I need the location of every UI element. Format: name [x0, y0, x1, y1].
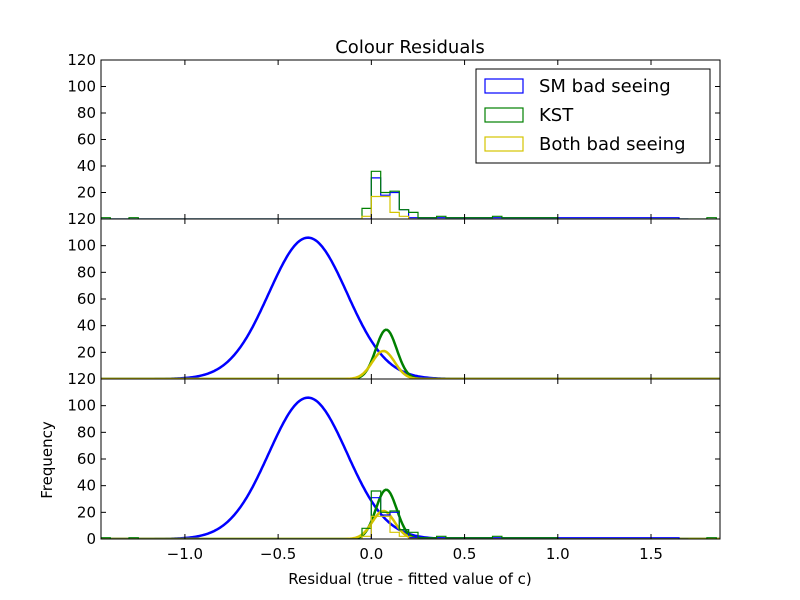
- x-tick-label: 0.5: [453, 545, 477, 563]
- x-tick-label: 1.5: [639, 545, 663, 563]
- fit-curve-sm-bad-seeing: [101, 236, 720, 379]
- y-tick-label: 120: [67, 370, 96, 388]
- y-tick-label: 80: [77, 263, 96, 281]
- y-tick-label: 60: [77, 290, 96, 308]
- fit-curve-kst: [101, 488, 720, 539]
- y-axis-label: Frequency: [38, 421, 56, 499]
- legend-label: SM bad seeing: [539, 76, 671, 97]
- y-tick-label: 120: [67, 51, 96, 69]
- x-tick-label: −1.0: [167, 545, 203, 563]
- y-tick-label: 100: [67, 237, 96, 255]
- legend-label: KST: [539, 105, 574, 126]
- y-tick-label: 20: [77, 343, 96, 361]
- y-tick-label: 20: [77, 184, 96, 202]
- y-tick-label: 0: [86, 530, 96, 548]
- legend-swatch-sm-bad-seeing: [484, 78, 524, 94]
- fit-curve-sm-bad-seeing: [101, 396, 720, 539]
- y-tick-label: 40: [77, 317, 96, 335]
- panel-3: 0 20 40 60 80 100 120 −1.0 −0.5 0.0 0.5 1.0 1.5: [67, 370, 721, 563]
- y-tick-label: 100: [67, 78, 96, 96]
- histogram-kst: [101, 170, 717, 219]
- x-tick-label: 1.0: [546, 545, 570, 563]
- x-tick-label: −0.5: [260, 545, 296, 563]
- panel-frame: [100, 218, 721, 380]
- panel-frame: [100, 378, 721, 540]
- legend-swatch-both-bad-seeing: [484, 136, 524, 152]
- legend: SM bad seeing KST Both bad seeing: [475, 68, 711, 164]
- chart-panels: 20 40 60 80 100 120 20 40 60 80 100 120 0 20 40 60 80 100…: [67, 51, 721, 563]
- panel-1: 20 40 60 80 100 120: [67, 51, 721, 220]
- chart-title: Colour Residuals: [335, 37, 485, 58]
- histogram-both-bad-seeing: [361, 515, 418, 539]
- panel-plot-area: [101, 236, 720, 379]
- y-tick-label: 40: [77, 157, 96, 175]
- panel-2: 20 40 60 80 100 120: [67, 210, 721, 380]
- y-tick-label: 100: [67, 397, 96, 415]
- legend-label: Both bad seeing: [539, 134, 686, 155]
- legend-swatch-kst: [484, 107, 524, 123]
- panel-plot-area: [101, 396, 720, 539]
- y-tick-label: 20: [77, 503, 96, 521]
- panel-plot-area: [101, 170, 717, 219]
- x-tick-label: 0.0: [359, 545, 383, 563]
- y-tick-label: 80: [77, 104, 96, 122]
- y-tick-label: 40: [77, 477, 96, 495]
- x-axis-label: Residual (true - fitted value of c): [288, 570, 532, 588]
- histogram-kst: [101, 490, 717, 539]
- y-tick-label: 80: [77, 423, 96, 441]
- histogram-both-bad-seeing: [361, 195, 418, 219]
- fit-curve-both-bad-seeing: [101, 349, 720, 379]
- y-tick-label: 120: [67, 210, 96, 228]
- y-tick-label: 60: [77, 450, 96, 468]
- legend-frame: [475, 68, 711, 164]
- fit-curve-kst: [101, 328, 720, 379]
- y-tick-label: 60: [77, 131, 96, 149]
